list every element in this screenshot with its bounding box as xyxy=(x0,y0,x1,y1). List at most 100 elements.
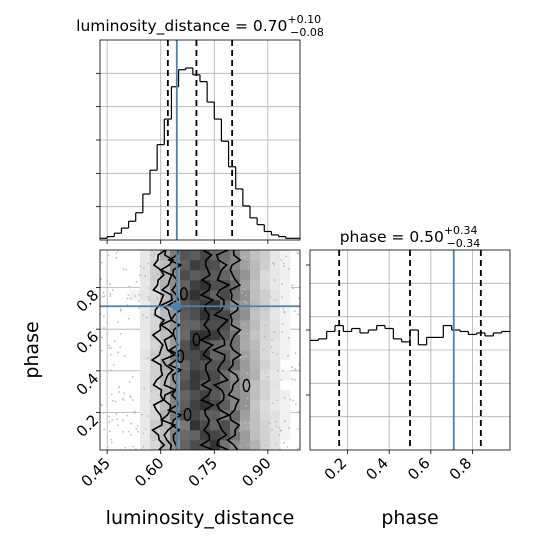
scatter-point-88 xyxy=(119,333,122,335)
density-cell-8-18 xyxy=(180,260,191,271)
density-cell-5-15 xyxy=(150,290,161,301)
density-cell-17-14 xyxy=(270,300,281,311)
scatter-point-68 xyxy=(248,422,250,425)
scatter-point-177 xyxy=(130,396,132,399)
density-cell-4-4 xyxy=(140,400,151,411)
scatter-point-214 xyxy=(263,289,266,291)
density-cell-17-16 xyxy=(270,280,281,291)
joint-xtick-label-3: 0.90 xyxy=(238,454,274,490)
density-cell-7-8 xyxy=(170,360,181,371)
scatter-point-115 xyxy=(254,251,257,254)
scatter-point-63 xyxy=(139,265,142,268)
density-cell-9-6 xyxy=(190,380,201,391)
scatter-point-169 xyxy=(148,400,151,403)
density-cell-11-17 xyxy=(210,270,221,281)
scatter-point-225 xyxy=(271,262,274,265)
density-cell-5-2 xyxy=(150,420,161,431)
scatter-point-12 xyxy=(137,430,140,433)
scatter-point-116 xyxy=(158,265,161,268)
scatter-point-203 xyxy=(110,438,112,441)
scatter-point-70 xyxy=(136,425,139,427)
scatter-point-230 xyxy=(264,444,266,447)
scatter-point-189 xyxy=(115,413,118,415)
scatter-point-241 xyxy=(142,432,145,435)
density-cell-9-5 xyxy=(190,390,201,401)
density-cell-16-6 xyxy=(260,380,271,391)
density-cell-7-15 xyxy=(170,290,181,301)
scatter-point-110 xyxy=(271,402,274,404)
density-cell-15-12 xyxy=(250,320,261,331)
density-cell-7-3 xyxy=(170,410,181,421)
density-cell-18-7 xyxy=(280,370,291,381)
scatter-point-148 xyxy=(119,309,122,312)
density-cell-8-4 xyxy=(180,400,191,411)
density-cell-9-16 xyxy=(190,280,201,291)
density-cell-16-14 xyxy=(260,300,271,311)
density-cell-4-0 xyxy=(140,440,151,450)
density-cell-11-7 xyxy=(210,370,221,381)
scatter-point-132 xyxy=(103,428,105,431)
scatter-point-91 xyxy=(138,307,140,310)
scatter-point-100 xyxy=(123,355,126,357)
density-cell-18-3 xyxy=(280,410,291,421)
density-cell-8-7 xyxy=(180,370,191,381)
density-cell-9-14 xyxy=(190,300,201,311)
density-cell-17-0 xyxy=(270,440,281,450)
density-cell-4-6 xyxy=(140,380,151,391)
density-cell-5-16 xyxy=(150,280,161,291)
contour-middle-left xyxy=(158,250,178,450)
scatter-point-246 xyxy=(296,251,299,254)
density-cell-15-15 xyxy=(250,290,261,301)
scatter-point-92 xyxy=(283,310,285,313)
scatter-point-93 xyxy=(151,348,153,350)
density-cell-10-2 xyxy=(200,420,211,431)
scatter-point-34 xyxy=(155,259,157,261)
scatter-point-97 xyxy=(294,368,297,371)
density-cell-14-0 xyxy=(240,440,251,450)
scatter-point-126 xyxy=(249,320,252,323)
scatter-point-137 xyxy=(259,445,262,448)
density-cell-15-11 xyxy=(250,330,261,341)
scatter-point-122 xyxy=(119,346,122,349)
density-cell-15-18 xyxy=(250,260,261,271)
density-cell-6-17 xyxy=(160,270,171,281)
scatter-point-44 xyxy=(114,400,117,403)
density-cell-17-19 xyxy=(270,250,281,261)
scatter-point-222 xyxy=(115,252,118,254)
density-cell-4-1 xyxy=(140,430,151,441)
scatter-point-178 xyxy=(281,323,284,325)
scatter-point-117 xyxy=(142,314,145,317)
scatter-point-195 xyxy=(270,346,273,349)
scatter-point-106 xyxy=(118,391,121,393)
scatter-point-66 xyxy=(287,354,289,357)
hist-luminosity-distance-marks xyxy=(100,67,300,239)
density-cell-5-11 xyxy=(150,330,161,341)
density-cell-14-13 xyxy=(240,310,251,321)
density-cell-12-8 xyxy=(220,360,231,371)
hist-luminosity-distance-lines xyxy=(166,40,234,240)
contour-outer-right xyxy=(226,250,242,450)
density-cell-8-19 xyxy=(180,250,191,261)
density-cell-11-10 xyxy=(210,340,221,351)
scatter-point-134 xyxy=(146,357,149,360)
scatter-point-165 xyxy=(124,446,127,449)
density-cell-16-19 xyxy=(260,250,271,261)
density-cell-13-9 xyxy=(230,350,241,361)
density-cell-14-8 xyxy=(240,360,251,371)
scatter-point-43 xyxy=(122,419,124,422)
scatter-point-82 xyxy=(110,347,113,349)
scatter-point-55 xyxy=(250,291,252,294)
joint-truth xyxy=(100,250,300,450)
joint-ytick-label-2: 0.6 xyxy=(73,328,103,358)
density-cell-6-12 xyxy=(160,320,171,331)
joint-ytick-label-0: 0.2 xyxy=(73,411,103,441)
joint-ytick-label-1: 0.4 xyxy=(73,369,103,399)
joint-y-ticks: 0.2 0.4 0.6 0.8 xyxy=(73,286,103,441)
density-cell-11-8 xyxy=(210,360,221,371)
density-cell-16-15 xyxy=(260,290,271,301)
scatter-point-182 xyxy=(254,267,257,270)
density-cell-17-12 xyxy=(270,320,281,331)
density-cell-7-18 xyxy=(170,260,181,271)
density-cell-4-12 xyxy=(140,320,151,331)
scatter-point-13 xyxy=(122,431,124,433)
